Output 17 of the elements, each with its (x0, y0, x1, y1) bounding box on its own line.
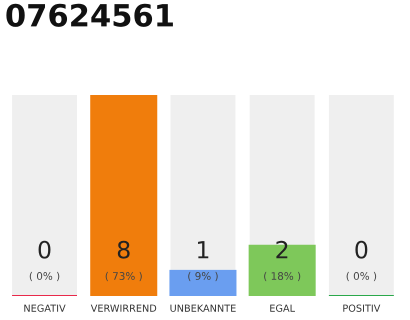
annotation: ( 0% ) (346, 272, 376, 282)
chart-title: 07624561 (6, 4, 173, 27)
x-tick-label: UNBEKANNTE (170, 304, 236, 312)
x-tick-label: NEGATIV (24, 304, 66, 312)
x-tick-label: VERWIRREND (90, 304, 156, 312)
data-label: 0 (355, 240, 368, 259)
annotation: ( 18% ) (264, 272, 300, 282)
bar (169, 270, 236, 296)
annotation: ( 0% ) (30, 272, 60, 282)
x-tick-label: EGAL (270, 304, 295, 312)
annotation: ( 73% ) (106, 272, 142, 282)
data-label: 0 (38, 240, 50, 259)
data-label: 8 (118, 240, 130, 259)
data-label: 2 (276, 240, 288, 258)
data-label: 1 (198, 241, 208, 258)
x-tick-label: POSITIV (343, 304, 380, 312)
annotation: ( 9% ) (188, 272, 218, 282)
